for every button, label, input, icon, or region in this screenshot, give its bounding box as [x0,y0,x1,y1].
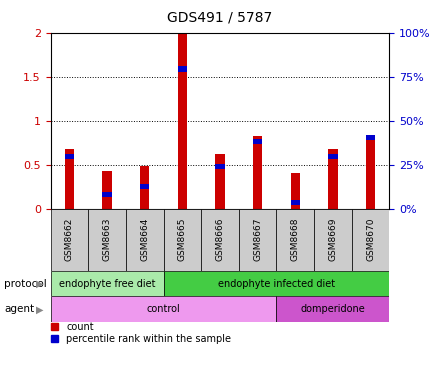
Bar [51,209,88,271]
Text: protocol: protocol [4,279,47,289]
Bar [51,271,164,296]
Text: GDS491 / 5787: GDS491 / 5787 [167,11,273,25]
Text: GSM8665: GSM8665 [178,218,187,261]
Text: GSM8667: GSM8667 [253,218,262,261]
Bar [290,173,300,209]
Text: control: control [147,304,180,314]
Text: GSM8668: GSM8668 [291,218,300,261]
Bar [140,167,150,209]
Text: GSM8666: GSM8666 [216,218,224,261]
Text: ▶: ▶ [36,304,44,314]
Bar [314,209,352,271]
Bar [290,200,300,205]
Bar [328,149,337,209]
Bar [366,135,375,140]
Text: agent: agent [4,304,34,314]
Bar [201,209,239,271]
Bar [103,192,112,197]
Bar [126,209,164,271]
Bar [253,136,262,209]
Text: domperidone: domperidone [301,304,365,314]
Bar [65,149,74,209]
Text: endophyte infected diet: endophyte infected diet [218,279,335,289]
Bar [239,209,276,271]
Bar [164,271,389,296]
Bar [65,154,74,160]
Bar [276,296,389,322]
Text: endophyte free diet: endophyte free diet [59,279,155,289]
Bar [328,154,337,160]
Bar [88,209,126,271]
Bar [352,209,389,271]
Text: GSM8663: GSM8663 [103,218,112,261]
Bar [178,66,187,72]
Text: GSM8669: GSM8669 [328,218,337,261]
Legend: count, percentile rank within the sample: count, percentile rank within the sample [51,322,231,344]
Bar [215,164,225,169]
Text: GSM8662: GSM8662 [65,218,74,261]
Text: GSM8664: GSM8664 [140,218,149,261]
Text: GSM8670: GSM8670 [366,218,375,261]
Bar [215,154,225,209]
Bar [253,139,262,145]
Bar [276,209,314,271]
Bar [51,296,276,322]
Bar [178,33,187,209]
Text: ▶: ▶ [36,279,44,289]
Bar [164,209,201,271]
Bar [366,137,375,209]
Bar [103,171,112,209]
Bar [140,184,150,189]
